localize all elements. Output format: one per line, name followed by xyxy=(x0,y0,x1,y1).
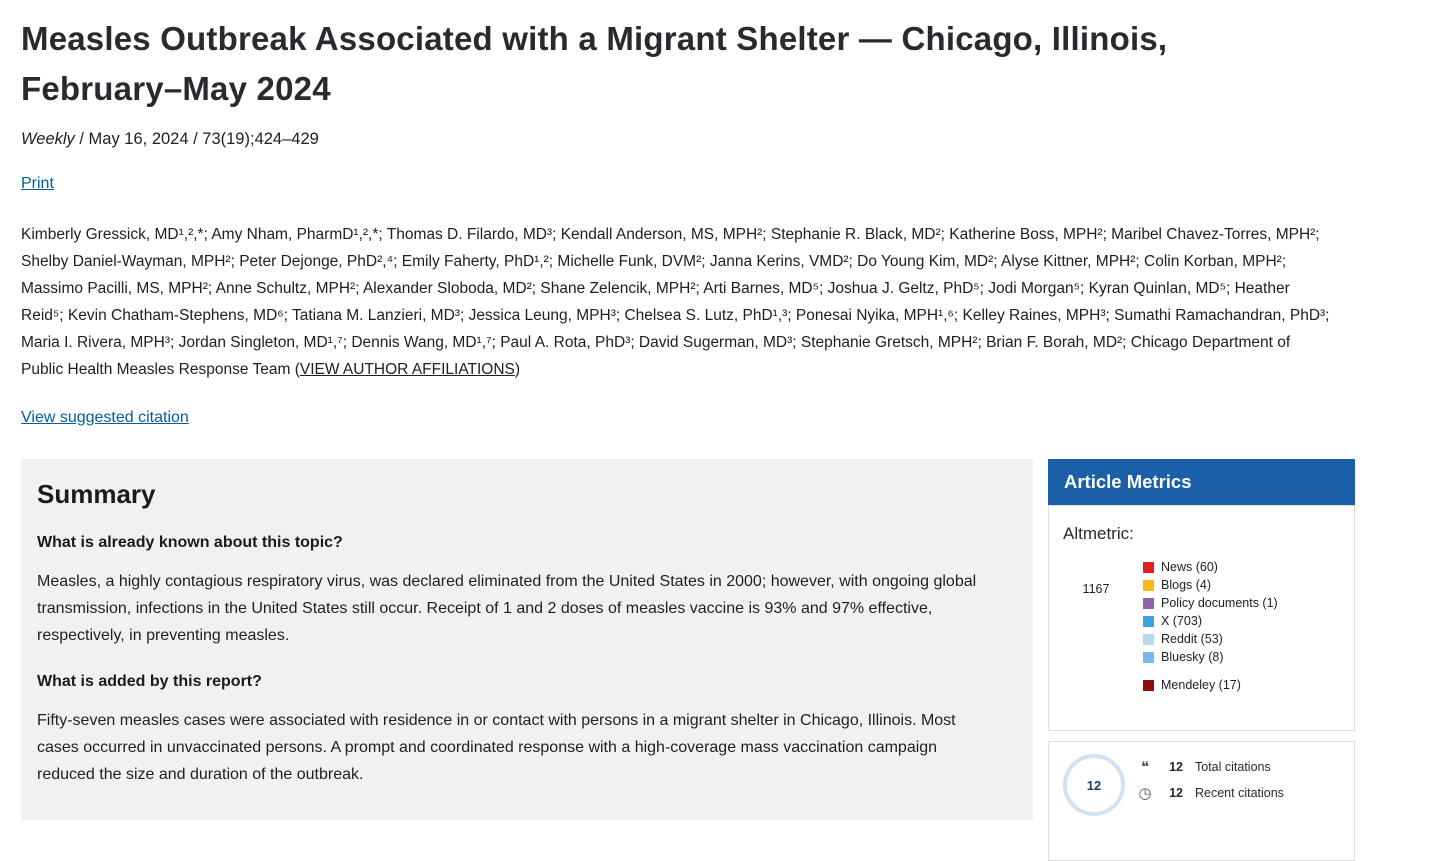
recent-citations-row: ◷ 12 Recent citations xyxy=(1137,784,1284,802)
summary-box: Summary What is already known about this… xyxy=(21,459,1033,820)
recent-citations-value: 12 xyxy=(1169,786,1183,800)
recent-clock-icon: ◷ xyxy=(1138,785,1152,802)
issue-meta: Weekly / May 16, 2024 / 73(19);424–429 xyxy=(21,130,1454,149)
legend-label: Blogs (4) xyxy=(1161,578,1212,592)
article-metrics-header: Article Metrics xyxy=(1048,459,1355,505)
summary-heading: Summary xyxy=(37,479,156,509)
article-metrics-panel: Article Metrics Altmetric: 1167 News (60… xyxy=(1048,459,1355,861)
citation-counts: ❝ 12 Total citations ◷ 12 Recent citatio… xyxy=(1137,754,1284,848)
legend-item-reddit: Reddit (53) xyxy=(1143,630,1278,648)
reddit-swatch-icon xyxy=(1143,633,1154,645)
summary-question-1: What is already known about this topic? xyxy=(37,534,343,551)
suggested-citation-link[interactable]: View suggested citation xyxy=(21,409,189,426)
author-list: Kimberly Gressick, MD¹,²,*; Amy Nham, Ph… xyxy=(21,221,1336,383)
legend-item-news: News (60) xyxy=(1143,558,1278,576)
altmetric-score: 1167 xyxy=(1075,568,1117,610)
legend-item-blogs: Blogs (4) xyxy=(1143,576,1278,594)
summary-answer-2: Fifty-seven measles cases were associate… xyxy=(37,712,956,783)
legend-item-mendeley: Mendeley (17) xyxy=(1143,676,1278,694)
altmetric-donut-badge[interactable]: 1167 xyxy=(1063,556,1129,622)
recent-citations-label: Recent citations xyxy=(1195,786,1284,800)
legend-item-x: X (703) xyxy=(1143,612,1278,630)
news-swatch-icon xyxy=(1143,561,1154,573)
policy-swatch-icon xyxy=(1143,597,1154,609)
total-citations-label: Total citations xyxy=(1195,760,1271,774)
x-swatch-icon xyxy=(1143,615,1154,627)
altmetric-legend: News (60) Blogs (4) Policy documents (1)… xyxy=(1143,558,1278,694)
quote-icon: ❝ xyxy=(1140,759,1150,776)
page-title: Measles Outbreak Associated with a Migra… xyxy=(21,20,1168,107)
legend-item-bluesky: Bluesky (8) xyxy=(1143,648,1278,666)
altmetric-label: Altmetric: xyxy=(1063,524,1134,543)
legend-label: Reddit (53) xyxy=(1161,632,1223,646)
total-citations-value: 12 xyxy=(1169,760,1183,774)
content-row: Summary What is already known about this… xyxy=(21,459,1454,861)
bluesky-swatch-icon xyxy=(1143,651,1154,663)
legend-label: Policy documents (1) xyxy=(1161,596,1278,610)
blogs-swatch-icon xyxy=(1143,579,1154,591)
issue-details: / May 16, 2024 / 73(19);424–429 xyxy=(74,130,319,148)
total-citations-row: ❝ 12 Total citations xyxy=(1137,758,1284,776)
affiliations-paren-open: ( xyxy=(294,361,300,378)
altmetric-box: Altmetric: 1167 News (60) Blogs (4) Poli… xyxy=(1048,505,1355,731)
author-names: Kimberly Gressick, MD¹,²,*; Amy Nham, Ph… xyxy=(21,226,1330,378)
affiliations-paren-close: ) xyxy=(514,361,521,378)
altmetric-row: 1167 News (60) Blogs (4) Policy document… xyxy=(1063,556,1342,694)
legend-label: X (703) xyxy=(1161,614,1202,628)
summary-question-2: What is added by this report? xyxy=(37,673,262,690)
journal-name: Weekly xyxy=(21,130,75,148)
legend-label: Bluesky (8) xyxy=(1161,650,1224,664)
summary-answer-1: Measles, a highly contagious respiratory… xyxy=(37,573,977,644)
legend-item-policy: Policy documents (1) xyxy=(1143,594,1278,612)
legend-label: News (60) xyxy=(1161,560,1218,574)
print-link[interactable]: Print xyxy=(21,175,54,192)
author-affiliations-link[interactable]: VIEW AUTHOR AFFILIATIONS xyxy=(299,361,515,378)
citations-box: 12 ❝ 12 Total citations ◷ 12 Recent cita… xyxy=(1048,741,1355,861)
mendeley-swatch-icon xyxy=(1143,679,1154,691)
dimensions-citation-badge[interactable]: 12 xyxy=(1063,754,1125,816)
legend-label: Mendeley (17) xyxy=(1161,678,1241,692)
